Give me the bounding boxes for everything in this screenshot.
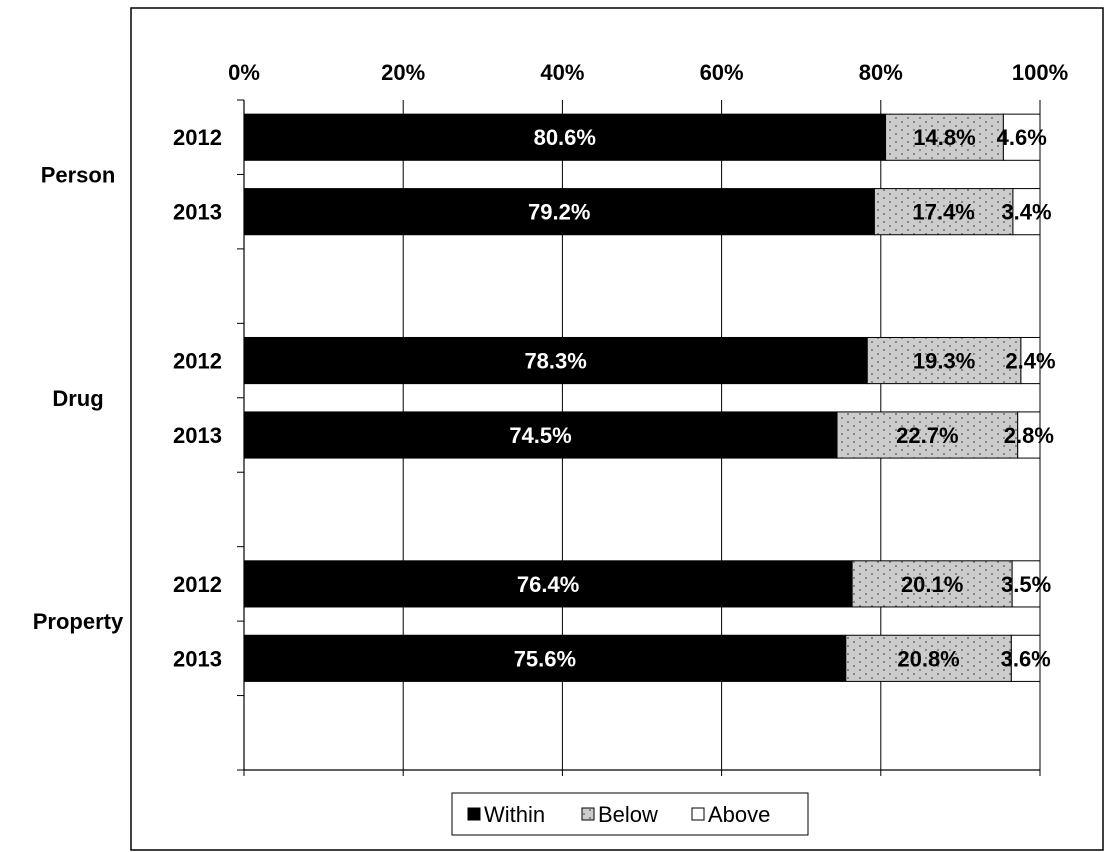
bar-segment-below [866,336,1022,385]
x-tick-label: 100% [1012,60,1068,85]
bar-segment-above [1010,634,1041,682]
bar-segment-within [243,336,868,385]
x-tick-label: 20% [381,60,425,85]
data-label: 3.6% [1001,646,1051,671]
data-label: 22.7% [896,423,958,448]
bar-segment-within [243,411,838,459]
data-label: 76.4% [517,572,579,597]
year-label: 2012 [173,125,222,150]
bar-segment-above [1012,188,1041,236]
bar-segment-within [243,560,853,608]
year-label: 2012 [173,572,222,597]
data-label: 3.5% [1001,572,1051,597]
year-label: 2013 [173,646,222,671]
year-label: 2012 [173,349,222,374]
data-label: 17.4% [912,200,974,225]
bar-segment-within [243,113,887,161]
x-tick-label: 60% [700,60,744,85]
legend-swatch [691,807,705,821]
bar-segment-above [1017,411,1041,459]
data-label: 78.3% [524,349,586,374]
group-label: Property [33,609,124,634]
year-label: 2013 [173,200,222,225]
data-label: 20.8% [897,646,959,671]
x-tick-label: 0% [228,60,260,85]
legend-entry: Below [598,802,658,827]
data-label: 80.6% [534,125,596,150]
data-label: 75.6% [514,646,576,671]
bar-segment-below [845,634,1012,682]
data-label: 2.4% [1005,349,1055,374]
group-label: Person [41,162,116,187]
group-label: Drug [52,386,103,411]
bar-segment-below [851,560,1013,608]
bar-segment-below [836,411,1019,459]
data-label: 14.8% [913,125,975,150]
year-label: 2013 [173,423,222,448]
data-label: 19.3% [913,349,975,374]
legend-swatch [581,807,595,821]
legend-box [451,792,809,836]
bar-segment-above [1011,560,1041,608]
x-tick-label: 80% [859,60,903,85]
bar-segment-below [885,113,1004,161]
bar-segment-within [243,634,847,682]
data-label: 20.1% [901,572,963,597]
data-label: 79.2% [528,200,590,225]
bar-segment-above [1020,336,1041,385]
bar-segment-within [243,188,875,236]
legend-entry: Within [484,802,545,827]
data-label: 3.4% [1001,200,1051,225]
legend-swatch [467,807,481,821]
data-label: 2.8% [1004,423,1054,448]
bar-segment-above [1002,113,1041,161]
x-tick-label: 40% [540,60,584,85]
data-label: 74.5% [509,423,571,448]
bar-segment-below [873,188,1014,236]
legend-entry: Above [708,802,770,827]
data-label: 4.6% [997,125,1047,150]
